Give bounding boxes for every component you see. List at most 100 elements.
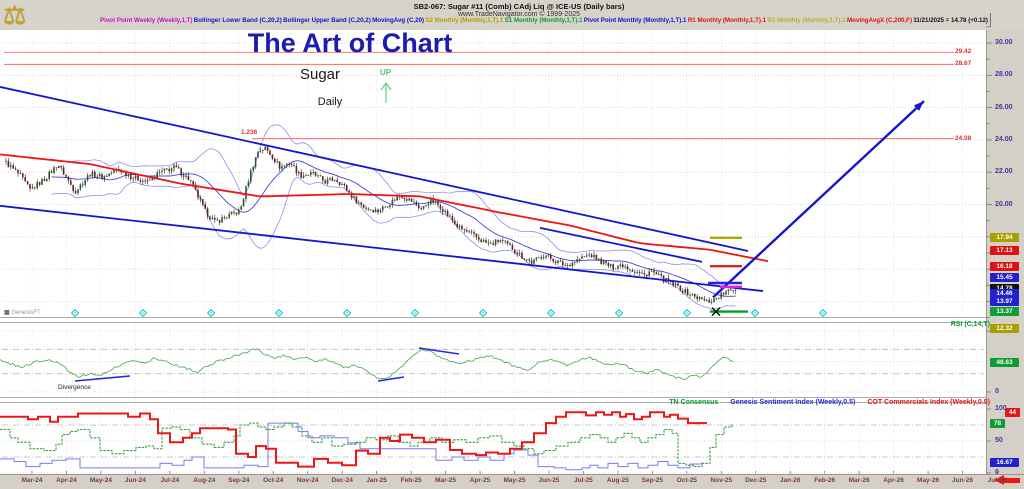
price-badge: 17.94	[990, 233, 1019, 243]
legend-item[interactable]: Pivot Point Weekly (Weekly,1,T)	[100, 17, 193, 24]
price-axis-label: 26.00	[995, 103, 1013, 111]
time-axis-strip	[0, 474, 1024, 489]
contract-roll-dot	[210, 312, 212, 314]
legend-item[interactable]: R1 Monthly (Monthly,1,T).1	[687, 17, 767, 24]
tn-consensus-line	[0, 422, 733, 468]
contract-roll-dot	[142, 312, 144, 314]
price-badge: 13.37	[990, 307, 1019, 317]
divergence-trendline[interactable]	[377, 376, 405, 382]
projection-arrow-head	[913, 101, 924, 111]
genesis-sentiment-line	[0, 422, 703, 471]
legend-item[interactable]: Bollinger Upper Band (C,20,2)	[283, 17, 371, 24]
month-label: Jan-25	[366, 477, 387, 484]
price-badge: 14.46	[990, 289, 1019, 299]
movingavgx-200-line	[0, 153, 769, 263]
scroll-arrow-bar	[1003, 478, 1020, 483]
month-label: Jul-26	[987, 477, 1007, 484]
month-label: Dec-25	[745, 477, 767, 484]
month-label: Jul-24	[160, 477, 180, 484]
price-axis-label: 28.00	[995, 71, 1013, 79]
sentiment-legend-item[interactable]: TN Consensus	[669, 399, 719, 406]
timeframe-label: Daily	[317, 96, 343, 108]
month-label: Mar-24	[21, 477, 43, 484]
legend-item[interactable]: S2 Monthly (Monthly,1,T).1	[425, 17, 504, 24]
divergence-trendline[interactable]	[74, 375, 131, 382]
legend-item[interactable]: Bollinger Lower Band (C,20,2)	[193, 17, 282, 24]
sentiment-badge: 44	[1005, 407, 1020, 417]
price-axis-label: 24.00	[995, 135, 1013, 143]
legend-date-value: 11/21/2025 = 14.78 (+0.12)	[913, 17, 988, 24]
trendline[interactable]	[0, 86, 749, 252]
month-label: Apr-25	[469, 477, 491, 484]
trendline[interactable]	[0, 204, 764, 292]
contract-roll-diamond-icon	[478, 308, 488, 318]
sentiment-panel-legend: TN Consensus Genesis Sentiment Index (Wee…	[400, 399, 990, 406]
contract-roll-dot	[550, 312, 552, 314]
indicator-legend: Pivot Point Weekly (Weekly,1,T) Bollinger…	[100, 17, 988, 24]
fib-level-label: 1.236	[241, 129, 258, 136]
price-axis-label: 30.00	[995, 39, 1013, 46]
contract-roll-dot	[686, 312, 688, 314]
contract-roll-dot	[822, 312, 824, 314]
month-label: Jan-26	[779, 477, 801, 484]
scales-icon: ⚖	[3, 0, 27, 30]
month-label: Apr-26	[883, 477, 904, 484]
month-label: Jun-25	[538, 477, 560, 484]
trendline[interactable]	[539, 227, 703, 263]
month-label: Dec-24	[331, 477, 353, 484]
sentiment-badge: 78	[990, 418, 1005, 428]
vendor-copyright: www.TradeNavigator.com © 1999-2025	[457, 11, 580, 18]
bottom-axis-label: 50	[995, 437, 1003, 444]
divergence-label: Divergence	[58, 384, 91, 391]
month-label: Aug-25	[606, 477, 629, 484]
legend-item[interactable]: MovingAvg (C,20)	[372, 17, 425, 24]
month-label: Nov-24	[296, 477, 319, 484]
price-badge: 14.78	[990, 284, 1019, 294]
projection-arrow-line[interactable]	[712, 100, 925, 299]
price-axis-label: 20.00	[995, 200, 1013, 208]
up-annotation: UP	[380, 68, 392, 77]
sentiment-badge: 16.67	[990, 457, 1019, 467]
contract-roll-dot	[278, 312, 280, 314]
month-label: May-24	[89, 477, 112, 484]
contract-roll-diamond-icon	[342, 308, 352, 318]
pivot-level-value: 28.67	[955, 60, 972, 68]
scroll-left-arrow[interactable]	[994, 475, 1022, 486]
contract-roll-dot	[482, 312, 484, 314]
genesisft-watermark: ▦ GenesisFT	[4, 310, 41, 316]
price-badge: 17.13	[990, 246, 1019, 256]
pivot-level-value: 24.08	[955, 134, 972, 142]
month-label: Aug-24	[193, 477, 216, 484]
month-label: Oct-25	[676, 477, 697, 484]
legend-item[interactable]: MovingAvgX (C,200,F)	[846, 17, 913, 24]
chart-title: The Art of Chart	[247, 28, 453, 58]
price-axis-label: 22.00	[995, 168, 1013, 176]
month-label: Jun-24	[124, 477, 146, 484]
sentiment-legend-item[interactable]: Genesis Sentiment Index (Weekly,0.5)	[730, 399, 856, 406]
contract-roll-diamond-icon	[410, 308, 420, 318]
month-label: Apr-24	[56, 477, 77, 484]
legend-item[interactable]: Pivot Point Monthly (Monthly,1,T).1	[583, 17, 687, 24]
price-badge: 16.18	[990, 261, 1019, 271]
legend-item[interactable]: R2 Monthly (Monthly,1,T).1	[767, 17, 846, 24]
month-label: Jul-25	[574, 477, 593, 484]
contract-roll-diamond-icon	[818, 308, 828, 318]
contract-roll-diamond-icon	[206, 308, 216, 318]
month-label: Sep-24	[228, 477, 250, 484]
sentiment-legend-item[interactable]: COT Commercials Index (Weekly,0.5)	[867, 399, 990, 406]
rsi-badge: 48.63	[990, 357, 1019, 367]
price-badge: 12.32	[990, 324, 1019, 334]
month-label: Feb-25	[400, 477, 422, 484]
month-label: Mar-25	[435, 477, 457, 484]
price-badge: 13.97	[990, 297, 1019, 307]
rsi-line	[0, 348, 734, 381]
contract-roll-diamond-icon	[70, 308, 80, 318]
month-label: Nov-25	[710, 477, 733, 484]
legend-item[interactable]: S1 Monthly (Monthly,1,T).1	[504, 17, 583, 24]
divergence-trendline[interactable]	[418, 347, 460, 355]
legend-cursor-divider	[990, 13, 991, 27]
month-label: Sep-25	[641, 477, 663, 484]
contract-roll-diamond-icon	[614, 308, 624, 318]
x-mark	[711, 307, 721, 317]
